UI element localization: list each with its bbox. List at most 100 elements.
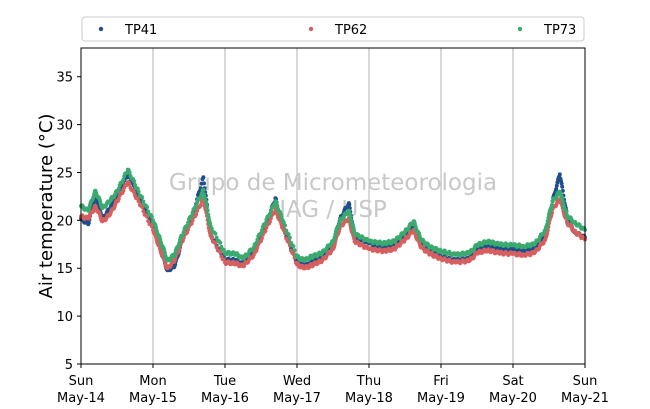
x-tick-label-date: May-17	[273, 391, 321, 406]
data-point	[213, 231, 218, 236]
x-tick-label-date: May-21	[561, 391, 609, 406]
data-point	[332, 242, 337, 247]
x-tick-label-day: Wed	[283, 374, 311, 389]
x-tick-label-day: Fri	[433, 374, 449, 389]
data-point	[198, 203, 203, 208]
data-point	[194, 212, 199, 217]
legend-label: TP73	[543, 23, 576, 38]
watermark-line-1: Grupo de Micrometeorologia	[169, 170, 497, 196]
data-point	[141, 209, 146, 214]
data-point	[198, 194, 203, 199]
x-tick-label-day: Sun	[69, 374, 94, 389]
watermark-line-2: IAG / USP	[279, 197, 387, 223]
legend-item-tp41: TP41	[98, 23, 157, 38]
data-point	[559, 181, 564, 186]
data-point	[268, 211, 272, 216]
data-point	[189, 214, 194, 218]
data-point	[186, 227, 191, 232]
data-point	[202, 181, 206, 186]
data-point	[209, 236, 214, 241]
data-point	[221, 247, 226, 252]
x-tick-label-date: May-20	[489, 391, 537, 406]
data-point	[560, 199, 565, 203]
data-point	[204, 201, 209, 206]
data-point	[550, 203, 554, 207]
data-point	[141, 199, 146, 204]
data-point	[205, 208, 210, 213]
data-point	[263, 229, 268, 233]
x-tick-label-date: May-18	[345, 391, 393, 406]
data-point	[146, 209, 151, 214]
y-tick-label: 30	[56, 119, 73, 134]
data-point	[254, 248, 259, 253]
legend-frame	[81, 16, 585, 42]
data-point	[194, 204, 199, 209]
plot-area	[81, 48, 585, 364]
y-tick-label: 10	[56, 310, 73, 325]
data-point	[190, 218, 195, 223]
data-point	[291, 244, 296, 249]
data-point	[146, 219, 151, 223]
data-point	[545, 231, 550, 236]
x-tick-label-day: Mon	[139, 374, 166, 389]
axes-frame	[80, 47, 586, 365]
x-tick-label-date: May-19	[417, 391, 465, 406]
data-point	[127, 170, 132, 175]
legend-item-tp62: TP62	[308, 23, 367, 38]
data-point	[218, 240, 223, 245]
data-point	[181, 230, 186, 235]
data-point	[545, 219, 550, 224]
data-point	[135, 186, 140, 191]
data-point	[136, 199, 141, 204]
data-point	[86, 220, 91, 225]
data-point	[190, 210, 195, 215]
data-point	[259, 228, 264, 233]
y-tick-label: 20	[56, 214, 73, 229]
data-point	[214, 245, 219, 250]
data-point	[132, 179, 137, 184]
data-point	[560, 188, 565, 193]
data-point	[268, 219, 272, 224]
y-tick-label: 5	[65, 358, 73, 373]
x-tick-label-date: May-15	[129, 391, 177, 406]
data-point	[268, 208, 273, 213]
legend-item-tp73: TP73	[517, 23, 576, 38]
data-point	[283, 223, 287, 228]
data-point	[221, 257, 226, 262]
watermark: Grupo de Micrometeorologia IAG / USP	[169, 170, 497, 223]
y-axis-title: Air temperature (°C)	[36, 114, 57, 299]
data-point	[121, 177, 126, 182]
data-point	[557, 172, 562, 177]
data-point	[546, 215, 551, 220]
data-point	[254, 240, 259, 245]
y-tick-label: 15	[56, 262, 73, 277]
data-point	[263, 221, 268, 226]
data-point	[145, 205, 149, 210]
data-point	[560, 184, 565, 189]
data-point	[347, 202, 352, 207]
legend-marker	[517, 26, 523, 32]
series	[79, 167, 587, 273]
legend-label: TP62	[334, 23, 367, 38]
x-tick-label-day: Tue	[213, 374, 236, 389]
data-point	[352, 236, 357, 241]
data-point	[201, 187, 206, 192]
data-point	[209, 226, 214, 231]
legend-marker	[308, 26, 314, 32]
y-axis: 5 10 15 20 25 30 35	[56, 71, 81, 373]
data-point	[564, 210, 569, 215]
data-point	[259, 236, 264, 241]
data-point	[286, 232, 291, 237]
data-point	[218, 250, 223, 255]
data-point	[205, 204, 209, 209]
data-point	[127, 182, 132, 187]
x-tick-label-day: Sat	[502, 374, 523, 389]
x-tick-label-day: Thu	[356, 374, 381, 389]
data-point	[202, 192, 206, 197]
data-point	[287, 235, 292, 240]
data-point	[189, 221, 194, 226]
data-point	[116, 186, 121, 191]
legend: TP41 TP62 TP73	[81, 16, 585, 42]
data-point	[132, 190, 137, 195]
